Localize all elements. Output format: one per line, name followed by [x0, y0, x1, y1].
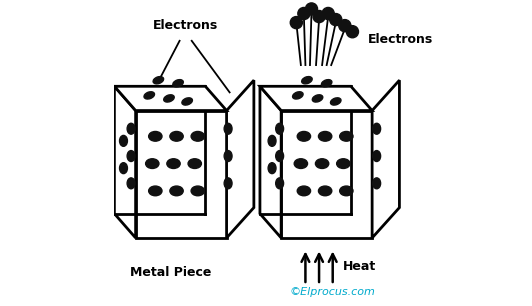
- Ellipse shape: [120, 136, 128, 146]
- Ellipse shape: [224, 151, 232, 162]
- Ellipse shape: [127, 178, 135, 189]
- Ellipse shape: [173, 80, 184, 87]
- Ellipse shape: [188, 159, 202, 169]
- Ellipse shape: [276, 151, 284, 162]
- Text: Electrons: Electrons: [368, 33, 433, 46]
- Polygon shape: [114, 86, 136, 238]
- Ellipse shape: [312, 95, 323, 102]
- Ellipse shape: [340, 132, 353, 141]
- Ellipse shape: [319, 132, 332, 141]
- Ellipse shape: [373, 123, 380, 134]
- Ellipse shape: [294, 159, 307, 169]
- Polygon shape: [260, 86, 372, 110]
- Polygon shape: [260, 86, 281, 238]
- Ellipse shape: [191, 132, 204, 141]
- Polygon shape: [281, 110, 372, 238]
- Ellipse shape: [305, 3, 318, 15]
- Polygon shape: [114, 86, 227, 110]
- Ellipse shape: [315, 159, 329, 169]
- Polygon shape: [136, 110, 227, 238]
- Text: Metal Piece: Metal Piece: [130, 266, 211, 279]
- Ellipse shape: [268, 163, 276, 174]
- Ellipse shape: [182, 98, 193, 105]
- Ellipse shape: [297, 186, 311, 196]
- Text: Electrons: Electrons: [153, 19, 218, 32]
- Ellipse shape: [330, 13, 342, 26]
- Ellipse shape: [276, 178, 284, 189]
- Polygon shape: [227, 80, 254, 238]
- Ellipse shape: [191, 186, 204, 196]
- Ellipse shape: [127, 151, 135, 162]
- Text: Heat: Heat: [343, 260, 377, 273]
- Ellipse shape: [146, 159, 159, 169]
- Ellipse shape: [148, 186, 162, 196]
- Ellipse shape: [373, 178, 380, 189]
- Ellipse shape: [153, 76, 164, 84]
- Ellipse shape: [293, 92, 303, 99]
- Ellipse shape: [164, 95, 174, 102]
- Ellipse shape: [224, 123, 232, 134]
- Ellipse shape: [340, 186, 353, 196]
- Ellipse shape: [148, 132, 162, 141]
- Ellipse shape: [298, 7, 310, 20]
- Ellipse shape: [346, 26, 359, 38]
- Ellipse shape: [339, 20, 351, 32]
- Ellipse shape: [167, 159, 180, 169]
- Ellipse shape: [268, 136, 276, 146]
- Ellipse shape: [120, 163, 128, 174]
- Ellipse shape: [330, 98, 341, 105]
- Ellipse shape: [144, 92, 154, 99]
- Ellipse shape: [321, 80, 332, 87]
- Ellipse shape: [276, 123, 284, 134]
- Ellipse shape: [170, 186, 183, 196]
- Ellipse shape: [127, 123, 135, 134]
- Ellipse shape: [319, 186, 332, 196]
- Ellipse shape: [302, 76, 312, 84]
- Ellipse shape: [313, 10, 325, 23]
- Polygon shape: [372, 80, 400, 238]
- Ellipse shape: [290, 17, 302, 29]
- Text: ©Elprocus.com: ©Elprocus.com: [290, 287, 376, 297]
- Ellipse shape: [322, 7, 334, 20]
- Ellipse shape: [297, 132, 311, 141]
- Ellipse shape: [170, 132, 183, 141]
- Ellipse shape: [373, 151, 380, 162]
- Ellipse shape: [224, 178, 232, 189]
- Ellipse shape: [337, 159, 350, 169]
